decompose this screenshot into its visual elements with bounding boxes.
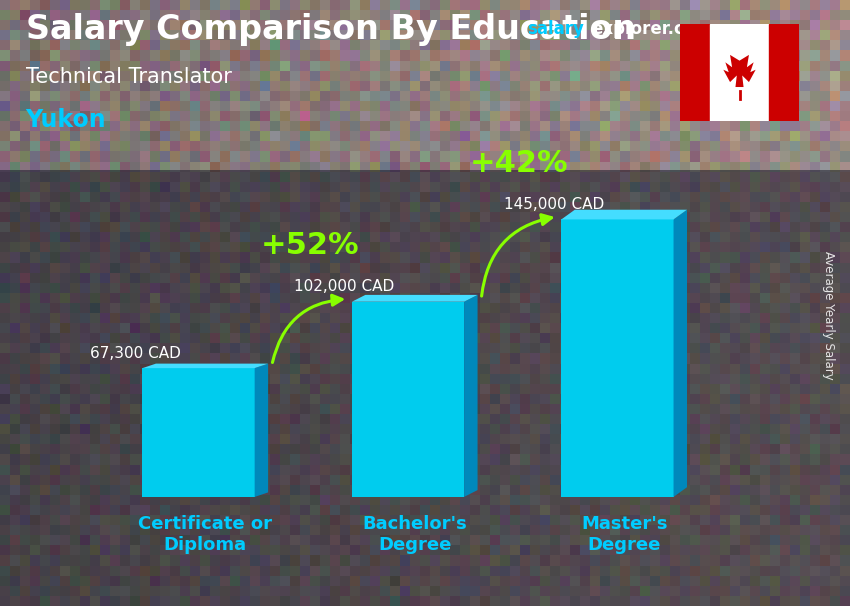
Text: 102,000 CAD: 102,000 CAD bbox=[294, 279, 394, 295]
Polygon shape bbox=[143, 368, 255, 497]
Bar bbox=[680, 24, 710, 121]
Text: +42%: +42% bbox=[470, 148, 569, 178]
Text: 145,000 CAD: 145,000 CAD bbox=[504, 197, 604, 212]
Bar bbox=[0, 170, 850, 606]
Text: Technical Translator: Technical Translator bbox=[26, 67, 231, 87]
Polygon shape bbox=[673, 210, 687, 497]
Polygon shape bbox=[352, 302, 464, 497]
Text: explorer.com: explorer.com bbox=[591, 21, 712, 38]
Text: Salary Comparison By Education: Salary Comparison By Education bbox=[26, 13, 636, 46]
Bar bbox=[769, 24, 799, 121]
Bar bbox=[710, 24, 769, 121]
Text: Certificate or
Diploma: Certificate or Diploma bbox=[139, 515, 272, 554]
Polygon shape bbox=[561, 219, 673, 497]
Polygon shape bbox=[352, 295, 478, 302]
Text: salary: salary bbox=[527, 21, 584, 38]
Polygon shape bbox=[723, 55, 756, 87]
Text: +52%: +52% bbox=[261, 231, 360, 260]
Polygon shape bbox=[464, 295, 478, 497]
Polygon shape bbox=[255, 364, 268, 497]
Text: Average Yearly Salary: Average Yearly Salary bbox=[822, 251, 836, 379]
Text: Master's
Degree: Master's Degree bbox=[581, 515, 667, 554]
Polygon shape bbox=[143, 364, 268, 368]
Text: Yukon: Yukon bbox=[26, 108, 106, 132]
Text: 67,300 CAD: 67,300 CAD bbox=[89, 346, 180, 361]
Text: Bachelor's
Degree: Bachelor's Degree bbox=[362, 515, 468, 554]
Polygon shape bbox=[561, 210, 687, 219]
